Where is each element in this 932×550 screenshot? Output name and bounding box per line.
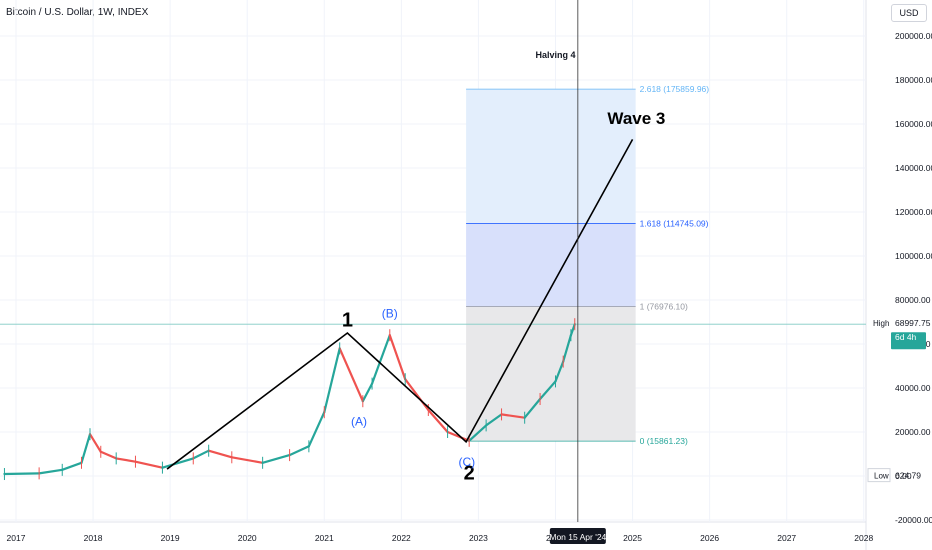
price-segment — [3, 472, 41, 476]
x-tick-label: 2027 — [777, 533, 796, 543]
price-segment — [338, 347, 364, 403]
date-tag — [549, 528, 606, 544]
x-tick-label: 2023 — [469, 533, 488, 543]
wave-annotation: 1 — [342, 309, 353, 331]
wave-annotation: 2 — [464, 462, 475, 484]
fib-level-label: 1.618 (114745.09) — [640, 219, 709, 229]
price-tag-countdown: 6d 4h — [895, 332, 917, 342]
y-tick-label: -20000.00 — [895, 515, 932, 525]
x-tick-label: 2028 — [854, 533, 873, 543]
fib-level-label: 1 (76976.10) — [640, 302, 688, 312]
y-tick-label: 140000.00 — [895, 163, 932, 173]
price-segment — [361, 382, 374, 403]
price-segment — [370, 334, 391, 385]
y-tick-label: 160000.00 — [895, 119, 932, 129]
wave-annotation: (B) — [382, 307, 398, 321]
chart-title: Bitcoin / U.S. Dollar, 1W, INDEX — [6, 7, 149, 18]
wave-annotation: (C) — [459, 455, 476, 469]
price-segment — [230, 456, 264, 464]
y-tick-label: 40000.00 — [895, 383, 931, 393]
date-tag-label: Mon 15 Apr '24 — [549, 532, 606, 542]
price-segment — [261, 454, 291, 464]
price-segment — [523, 397, 542, 419]
y-tick-label: 200000.00 — [895, 31, 932, 41]
price-segment — [134, 460, 164, 469]
price-segment — [468, 424, 488, 442]
price-segment — [569, 323, 576, 337]
price-segment — [388, 334, 407, 381]
elliott-wave-line — [166, 139, 634, 470]
price-segment — [80, 433, 92, 464]
price-segment — [485, 413, 503, 427]
y-tick-label: 100000.00 — [895, 251, 932, 261]
x-tick-label: 2021 — [315, 533, 334, 543]
price-segment — [307, 411, 326, 448]
currency-button[interactable]: USD — [891, 4, 927, 22]
x-tick-label: 2022 — [392, 533, 411, 543]
x-tick-label: 2026 — [700, 533, 719, 543]
x-tick-label: 2018 — [84, 533, 103, 543]
price-segment — [538, 380, 557, 401]
y-tick-label: 120000.00 — [895, 207, 932, 217]
low-tag-value: 624.79 — [895, 471, 921, 481]
x-tick-label: 2025 — [623, 533, 642, 543]
wave-annotation: (A) — [351, 414, 367, 428]
y-tick-label: 180000.00 — [895, 75, 932, 85]
price-segment — [323, 347, 341, 414]
price-segment — [38, 468, 64, 475]
low-tag-bg — [867, 468, 891, 483]
price-segment — [562, 334, 573, 363]
x-tick-label: 2017 — [7, 533, 26, 543]
price-segment — [404, 378, 430, 412]
price-segment — [500, 413, 526, 419]
fib-level-label: 2.618 (175859.96) — [640, 84, 710, 94]
high-tag-bg — [868, 317, 893, 330]
high-tag-label: High — [873, 319, 889, 328]
wave-annotation: Wave 3 — [607, 109, 665, 128]
price-segment — [446, 430, 471, 442]
price-segment — [88, 433, 102, 453]
fib-level-label: 0 (15861.23) — [640, 436, 688, 446]
price-tag — [891, 332, 926, 350]
high-tag-value: 68997.75 — [895, 318, 931, 328]
x-tick-label: 2020 — [238, 533, 257, 543]
wave-annotation: Halving 4 — [535, 50, 575, 60]
price-segment — [61, 461, 83, 471]
y-tick-label: 0.00 — [895, 471, 912, 481]
price-segment — [161, 457, 195, 469]
y-tick-label: 80000.00 — [895, 295, 931, 305]
price-segment — [554, 360, 565, 383]
y-tick-label: 20000.00 — [895, 427, 931, 437]
fib-zone — [466, 89, 636, 224]
x-tick-label: 2019 — [161, 533, 180, 543]
price-segment — [99, 450, 118, 460]
low-tag-label: Low — [874, 472, 889, 481]
price-segment — [427, 408, 449, 434]
price-segment — [192, 449, 210, 460]
fib-zone — [466, 223, 636, 307]
price-segment — [288, 445, 310, 457]
price-segment — [115, 457, 137, 463]
price-segment — [207, 449, 233, 459]
